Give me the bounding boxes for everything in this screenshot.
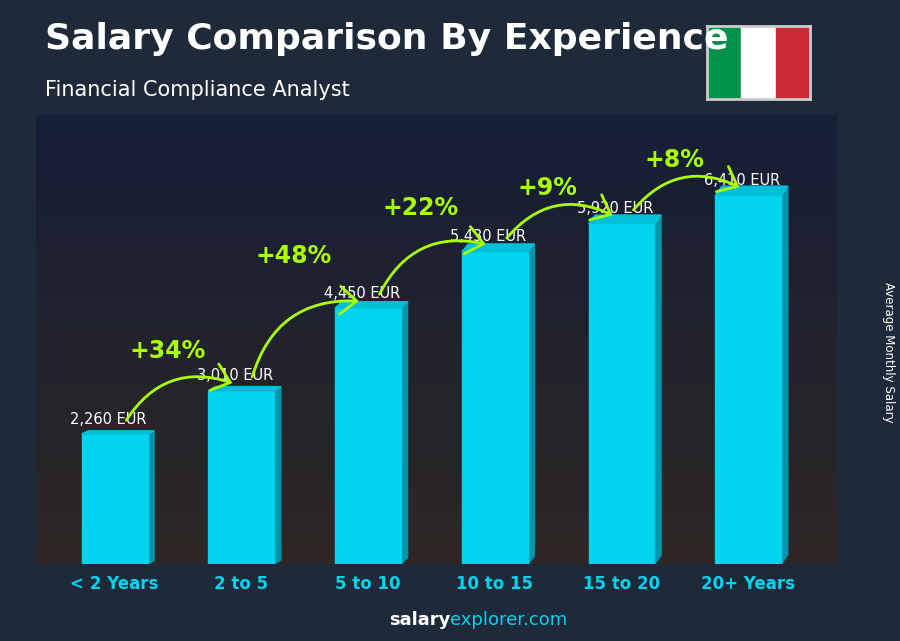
Bar xyxy=(209,391,274,564)
Polygon shape xyxy=(148,431,154,564)
Text: explorer.com: explorer.com xyxy=(450,612,567,629)
Text: +34%: +34% xyxy=(129,339,205,363)
Polygon shape xyxy=(781,186,788,564)
Polygon shape xyxy=(589,215,662,224)
FancyArrowPatch shape xyxy=(380,226,483,294)
Text: 6,410 EUR: 6,410 EUR xyxy=(704,173,780,188)
Polygon shape xyxy=(401,302,408,564)
Text: 3,010 EUR: 3,010 EUR xyxy=(197,369,273,383)
Polygon shape xyxy=(654,215,662,564)
Text: +48%: +48% xyxy=(256,244,332,268)
FancyArrowPatch shape xyxy=(634,167,737,210)
FancyArrowPatch shape xyxy=(252,287,356,377)
Text: +9%: +9% xyxy=(518,176,577,200)
Text: Average Monthly Salary: Average Monthly Salary xyxy=(883,282,896,423)
Polygon shape xyxy=(82,431,154,434)
Bar xyxy=(589,224,654,564)
Text: 4,450 EUR: 4,450 EUR xyxy=(324,286,400,301)
Polygon shape xyxy=(462,244,535,252)
Bar xyxy=(706,26,741,99)
Text: 5,430 EUR: 5,430 EUR xyxy=(450,229,526,244)
Bar xyxy=(462,252,527,564)
Text: 5,920 EUR: 5,920 EUR xyxy=(577,201,653,216)
Bar xyxy=(716,196,781,564)
Text: Salary Comparison By Experience: Salary Comparison By Experience xyxy=(45,22,728,56)
Bar xyxy=(82,434,148,564)
Bar xyxy=(741,26,776,99)
Text: +22%: +22% xyxy=(382,196,459,220)
Bar xyxy=(776,26,810,99)
Text: 2,260 EUR: 2,260 EUR xyxy=(70,412,147,427)
FancyArrowPatch shape xyxy=(507,195,611,238)
Text: +8%: +8% xyxy=(644,148,704,172)
Text: Financial Compliance Analyst: Financial Compliance Analyst xyxy=(45,80,350,100)
Polygon shape xyxy=(274,387,281,564)
Text: salary: salary xyxy=(389,612,450,629)
Polygon shape xyxy=(209,387,281,391)
Polygon shape xyxy=(716,186,788,196)
Polygon shape xyxy=(527,244,535,564)
Bar xyxy=(335,308,401,564)
Polygon shape xyxy=(335,302,408,308)
FancyArrowPatch shape xyxy=(126,364,230,420)
